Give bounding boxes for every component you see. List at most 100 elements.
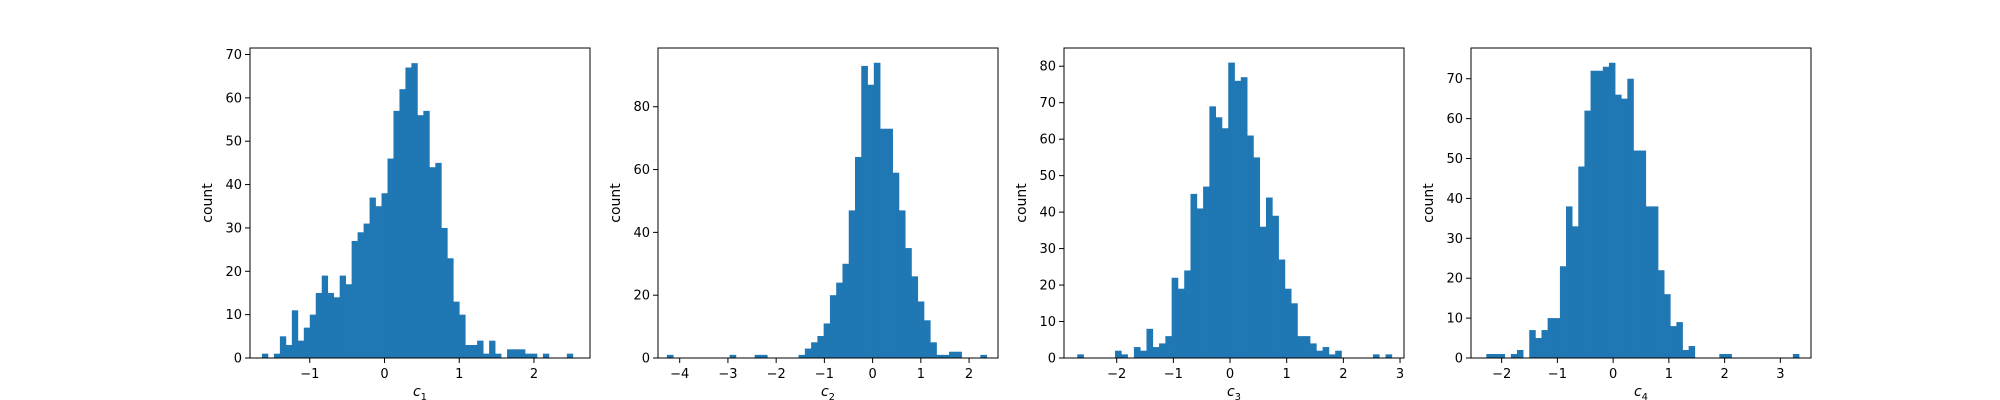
histogram-bar — [873, 62, 881, 358]
histogram-bar — [273, 353, 281, 358]
histogram-bar — [980, 354, 988, 358]
histogram-bar — [1510, 354, 1518, 358]
histogram-bar — [1651, 206, 1659, 358]
histogram-bar — [1278, 259, 1286, 358]
histogram-bars — [1486, 62, 1800, 359]
histogram-bars — [666, 62, 988, 359]
histogram-bar — [309, 314, 317, 358]
histogram-bar — [1498, 354, 1506, 358]
histogram-bar — [1077, 354, 1084, 358]
histogram-bar — [417, 115, 424, 358]
histogram-bar — [1234, 80, 1242, 358]
histogram-bar — [1596, 70, 1604, 359]
histogram-bar — [1335, 350, 1342, 358]
histogram-bar — [471, 344, 478, 358]
histogram-bar — [949, 351, 956, 358]
histogram-bar — [1177, 288, 1185, 358]
histogram-bar — [1203, 186, 1210, 358]
histogram-bar — [1146, 328, 1154, 358]
histogram-bar — [1265, 197, 1273, 358]
histogram-bar — [1566, 206, 1573, 358]
histogram-bar — [1253, 157, 1261, 358]
histogram-bar — [760, 354, 768, 358]
histogram-bar — [507, 349, 514, 358]
histogram-bars — [1077, 62, 1393, 359]
histogram-bar — [1316, 350, 1323, 358]
histogram-bar — [936, 354, 944, 358]
histogram-bar — [930, 342, 937, 358]
y-tick-label: 50 — [1039, 169, 1056, 184]
histogram-bar — [453, 301, 460, 358]
histogram-bar — [1670, 326, 1677, 358]
y-tick-label: 10 — [1039, 315, 1056, 330]
x-tick-label: −1 — [815, 367, 834, 382]
histogram-bar — [1559, 266, 1567, 358]
histogram-bar — [1247, 135, 1254, 358]
histogram-bar — [345, 284, 352, 358]
histogram-bar — [429, 167, 436, 358]
histogram-bar — [363, 223, 370, 358]
y-tick-label: 0 — [1455, 352, 1463, 367]
y-tick-label: 0 — [1048, 352, 1056, 367]
histogram-bar — [898, 210, 906, 358]
histogram-bar — [829, 295, 837, 358]
histogram-bar — [1259, 226, 1267, 358]
histogram-bar — [1676, 322, 1683, 358]
histogram-bar — [1372, 354, 1380, 358]
histogram-bar — [811, 342, 818, 358]
histogram-bar — [1209, 106, 1217, 358]
histogram-bar — [1639, 150, 1647, 358]
histogram-bar — [1121, 354, 1128, 358]
x-tick-label: 3 — [1776, 367, 1784, 382]
histogram-bar — [880, 128, 887, 358]
histogram-bar — [279, 336, 287, 358]
histogram-bar — [836, 282, 843, 358]
x-tick-label: 2 — [965, 367, 973, 382]
histogram-bar — [261, 353, 269, 358]
histogram-bar — [1486, 354, 1493, 358]
x-tick-label: −1 — [300, 367, 319, 382]
histogram-bar — [375, 206, 382, 358]
histogram-bar — [1578, 166, 1585, 358]
y-tick-label: 40 — [225, 178, 242, 193]
histogram-bar — [333, 297, 341, 358]
x-tick-label: −1 — [1548, 367, 1567, 382]
histogram-bar — [1664, 294, 1671, 358]
histogram-bar — [530, 353, 538, 358]
y-tick-label: 20 — [225, 265, 242, 280]
histogram-bar — [1633, 150, 1640, 358]
histogram-bar — [1516, 350, 1524, 358]
histogram-bar — [905, 248, 912, 358]
histogram-bar — [1553, 318, 1561, 358]
histogram-bar — [1688, 346, 1696, 358]
histogram-bar — [1221, 128, 1229, 358]
y-tick-label: 40 — [1446, 192, 1463, 207]
histogram-bar — [1602, 66, 1610, 358]
histogram-bar — [483, 353, 490, 358]
histogram-bar — [1196, 208, 1204, 358]
histogram-bar — [303, 327, 311, 358]
histogram-bar — [387, 158, 394, 358]
x-tick-label: −3 — [718, 367, 737, 382]
histogram-bar — [441, 227, 448, 358]
histogram-bar — [917, 301, 925, 358]
histogram-bars — [261, 63, 574, 359]
axes-frame — [1063, 47, 1405, 359]
histogram-bar — [1541, 330, 1548, 358]
histogram-bar — [369, 197, 376, 358]
histogram-bar — [1240, 77, 1248, 359]
x-tick-label: 1 — [917, 367, 925, 382]
x-tick-label: 3 — [1396, 367, 1404, 382]
histogram-bar — [1645, 206, 1653, 358]
histogram-bar — [1165, 336, 1172, 358]
histogram-bar — [393, 110, 400, 359]
y-tick-label: 70 — [1446, 72, 1463, 87]
histogram-bar — [566, 353, 574, 358]
y-tick-label: 70 — [225, 48, 242, 63]
histogram-bar — [1171, 277, 1179, 358]
histogram-bar — [465, 344, 472, 358]
y-tick-label: 20 — [1446, 272, 1463, 287]
